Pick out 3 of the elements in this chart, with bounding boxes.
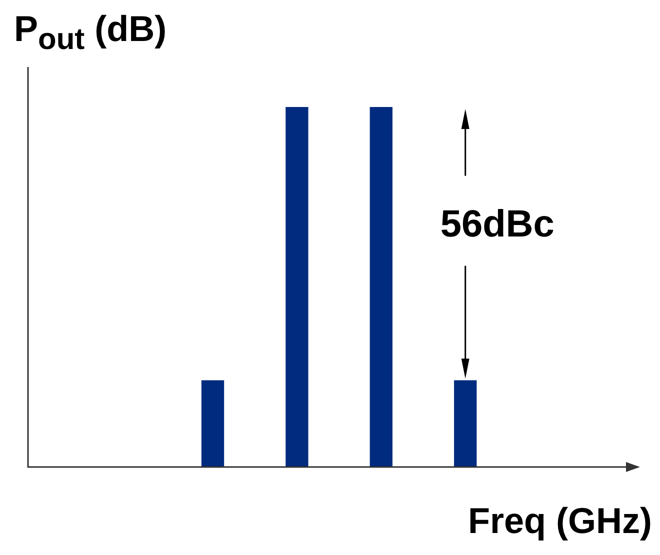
y-axis-title: P$_{out}$ (dB) [14, 8, 167, 58]
annotation: 56dBc [440, 203, 554, 246]
x-axis-title: Freq (GHz) [468, 500, 652, 542]
